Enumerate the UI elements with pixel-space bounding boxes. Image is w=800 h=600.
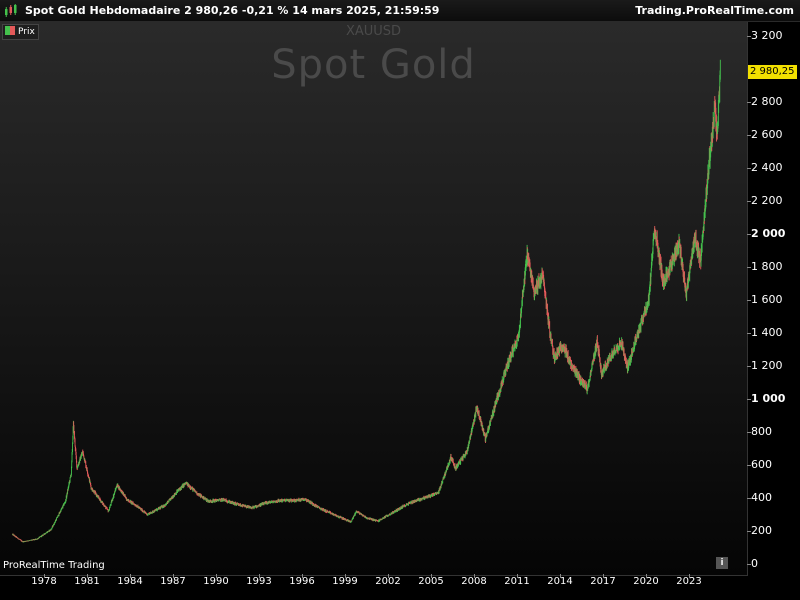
symbol-watermark: XAUUSD: [345, 24, 402, 39]
y-tick-label: 1 400: [751, 326, 783, 339]
x-tick-mark: [259, 574, 260, 578]
y-tick-label: 2 000: [751, 227, 786, 240]
x-tick-label: 2023: [676, 576, 702, 587]
x-tick-label: 2014: [547, 576, 573, 587]
x-tick-mark: [130, 574, 131, 578]
y-tick-label: 600: [751, 458, 772, 471]
x-tick-label: 2020: [633, 576, 659, 587]
y-tick-label: 3 200: [751, 29, 783, 42]
x-tick-label: 1990: [203, 576, 229, 587]
x-tick-label: 1996: [289, 576, 315, 587]
legend-swatch: [5, 26, 15, 35]
x-tick-mark: [560, 574, 561, 578]
x-axis[interactable]: 1978 1981 1984 1987 1990 1993 1996 1999 2002 2005…: [0, 574, 748, 600]
y-tick-mark: [747, 366, 751, 367]
x-tick-mark: [474, 574, 475, 578]
y-tick-mark: [747, 432, 751, 433]
x-tick-label: 2005: [418, 576, 444, 587]
y-tick-mark: [747, 36, 751, 37]
y-tick-mark: [747, 234, 751, 235]
x-tick-label: 1999: [332, 576, 358, 587]
y-tick-label: 800: [751, 425, 772, 438]
y-tick-mark: [747, 135, 751, 136]
x-tick-mark: [87, 574, 88, 578]
y-axis[interactable]: 3 200 2 800 2 600 2 400 2 200 2 000 1 800 1 600…: [747, 22, 800, 575]
x-tick-mark: [173, 574, 174, 578]
y-tick-mark: [747, 399, 751, 400]
y-tick-mark: [747, 498, 751, 499]
y-tick-mark: [747, 465, 751, 466]
candlestick-logo-icon: [5, 4, 17, 17]
y-tick-label: 1 200: [751, 359, 783, 372]
x-tick-label: 1987: [160, 576, 186, 587]
y-tick-label: 1 600: [751, 293, 783, 306]
y-tick-label: 2 400: [751, 161, 783, 174]
y-tick-mark: [747, 201, 751, 202]
y-tick-label: 2 600: [751, 128, 783, 141]
brand-link[interactable]: Trading.ProRealTime.com: [635, 4, 794, 17]
y-tick-mark: [747, 333, 751, 334]
last-price-label: 2 980,25: [748, 65, 797, 80]
legend-price[interactable]: Prix: [2, 24, 39, 40]
y-tick-mark: [747, 300, 751, 301]
x-tick-mark: [302, 574, 303, 578]
platform-label: ProRealTime Trading: [3, 560, 105, 571]
y-tick-label: 200: [751, 524, 772, 537]
x-tick-mark: [216, 574, 217, 578]
x-tick-mark: [44, 574, 45, 578]
x-tick-label: 2002: [375, 576, 401, 587]
x-tick-mark: [388, 574, 389, 578]
y-tick-label: 1 800: [751, 260, 783, 273]
info-icon[interactable]: i: [716, 557, 728, 569]
y-tick-label: 1 000: [751, 392, 786, 405]
y-tick-label: 0: [751, 557, 758, 570]
y-tick-mark: [747, 564, 751, 565]
x-tick-mark: [345, 574, 346, 578]
x-tick-label: 2008: [461, 576, 487, 587]
instrument-name-watermark: Spot Gold: [271, 42, 476, 88]
x-tick-label: 1984: [117, 576, 143, 587]
y-tick-mark: [747, 168, 751, 169]
x-tick-mark: [689, 574, 690, 578]
y-axis-separator: [747, 22, 748, 575]
y-tick-mark: [747, 531, 751, 532]
x-tick-label: 2011: [504, 576, 530, 587]
y-tick-mark: [747, 267, 751, 268]
x-tick-mark: [603, 574, 604, 578]
x-tick-label: 1993: [246, 576, 272, 587]
y-tick-label: 2 200: [751, 194, 783, 207]
x-tick-mark: [517, 574, 518, 578]
x-axis-separator: [0, 575, 748, 576]
x-tick-label: 1981: [74, 576, 100, 587]
price-chart: [12, 59, 721, 543]
x-tick-label: 2017: [590, 576, 616, 587]
x-tick-mark: [646, 574, 647, 578]
x-tick-mark: [431, 574, 432, 578]
header-bar: Spot Gold Hebdomadaire 2 980,26 -0,21 % …: [0, 0, 800, 22]
legend-label: Prix: [18, 27, 35, 37]
y-tick-label: 400: [751, 491, 772, 504]
y-tick-mark: [747, 102, 751, 103]
chart-plot-area[interactable]: [0, 22, 747, 575]
chart-header-title: Spot Gold Hebdomadaire 2 980,26 -0,21 % …: [25, 4, 440, 17]
y-tick-label: 2 800: [751, 95, 783, 108]
x-tick-label: 1978: [31, 576, 57, 587]
